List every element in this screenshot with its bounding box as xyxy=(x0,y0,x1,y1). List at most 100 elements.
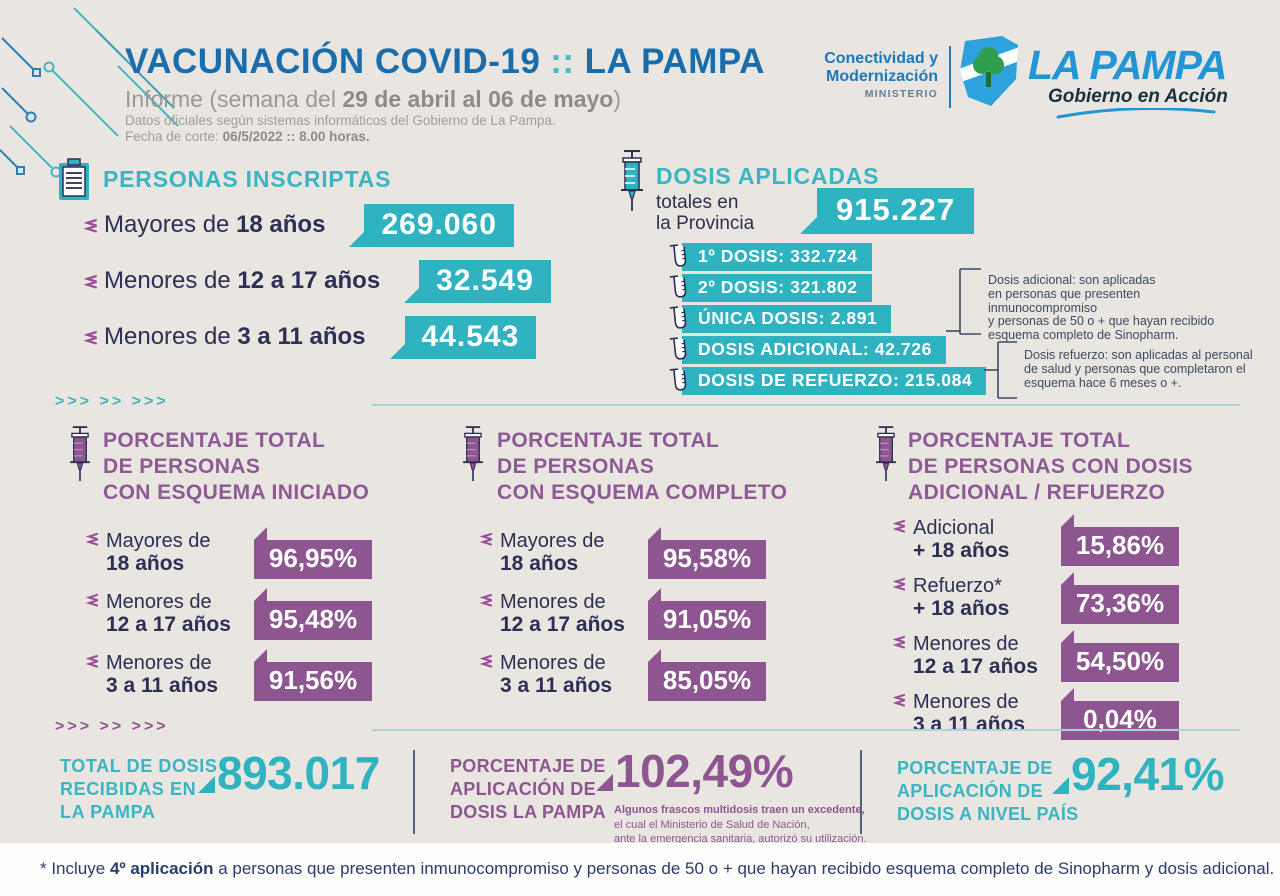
ministry-block: Conectividad y Modernización MINISTERIO xyxy=(800,50,938,101)
note-rest: el cual el Ministerio de Salud de Nación… xyxy=(614,818,867,846)
footer-note: * Incluye 4º aplicación a personas que p… xyxy=(40,859,1274,879)
vial-icon xyxy=(669,368,687,391)
clipboard-icon xyxy=(59,158,89,200)
subtitle-suffix: ) xyxy=(613,86,622,112)
dose-text: 1º DOSIS: 332.724 xyxy=(698,246,858,266)
label-text: Mayores de xyxy=(104,211,237,238)
percent-row: Menores de 12 a 17 años 54,50% xyxy=(893,630,1179,682)
aplicacion-pais-heading: PORCENTAJE DE APLICACIÓN DE DOSIS A NIVE… xyxy=(897,758,1079,825)
note-bold-line: Algunos frascos multidosis traen un exce… xyxy=(614,804,865,816)
dose-text: DOSIS ADICIONAL: 42.726 xyxy=(698,339,932,359)
double-chevron-icon xyxy=(84,330,97,345)
vial-icon xyxy=(669,337,687,360)
badge-triangle xyxy=(648,527,661,540)
note-dosis-adicional: Dosis adicional: son aplicadas en person… xyxy=(988,273,1215,342)
label-age: 3 a 11 años xyxy=(237,323,366,350)
percent-badge: 85,05% xyxy=(648,662,766,701)
dose-text: DOSIS DE REFUERZO: 215.084 xyxy=(698,370,973,390)
badge-triangle xyxy=(1061,514,1074,527)
section-divider-chevrons: >>> >> >>> xyxy=(55,718,169,735)
vial-icon xyxy=(669,275,687,298)
logo-swoosh-icon xyxy=(1056,108,1216,119)
value-badge-group: 44.543 xyxy=(389,315,537,359)
value-badge-group: 91,56% xyxy=(254,649,372,701)
page-title: VACUNACIÓN COVID-19:: LA PAMPA xyxy=(125,42,765,82)
double-chevron-icon xyxy=(84,274,97,289)
dose-badge: ÚNICA DOSIS: 2.891 xyxy=(669,305,892,333)
recibidas-value-group: 893.017 xyxy=(198,750,380,796)
label-line2: 3 a 11 años xyxy=(106,674,219,698)
value-badge-group: 85,05% xyxy=(648,649,766,701)
percent-row: Menores de 12 a 17 años 91,05% xyxy=(480,588,766,640)
percent-badge: 91,56% xyxy=(254,662,372,701)
value-badge-group: 73,36% xyxy=(1061,572,1179,624)
inscriptas-row-label: Mayores de 18 años xyxy=(104,211,325,239)
percent-badge: 15,86% xyxy=(1061,527,1179,566)
badge-triangle xyxy=(1061,688,1074,701)
double-chevron-icon xyxy=(84,218,97,233)
value: 91,56% xyxy=(268,665,358,695)
value: 92,41% xyxy=(1071,748,1225,800)
double-chevron-icon xyxy=(893,693,906,707)
value: 15,86% xyxy=(1075,530,1165,560)
value-badge-group: 32.549 xyxy=(404,259,551,303)
badge-triangle xyxy=(1061,630,1074,643)
percent-row-label: Menores de 12 a 17 años xyxy=(500,591,648,638)
stats-divider xyxy=(860,750,862,834)
aplicacion-pais-value: 92,41% xyxy=(1071,751,1225,797)
value: 95,58% xyxy=(662,543,752,573)
percent-badge: 96,95% xyxy=(254,540,372,579)
percent-row-label: Menores de 12 a 17 años xyxy=(913,633,1061,680)
percent-row-label: Menores de 3 a 11 años xyxy=(106,652,254,699)
col-iniciado-rows: Mayores de 18 años 96,95% Menores de 12 a … xyxy=(86,527,372,710)
value: 54,50% xyxy=(1075,646,1165,676)
double-chevron-icon xyxy=(86,654,99,668)
percent-badge: 0,04% xyxy=(1061,701,1179,740)
footer-bold: 4º aplicación xyxy=(109,859,214,878)
dose-badge: DOSIS DE REFUERZO: 215.084 xyxy=(669,367,987,395)
value-triangle xyxy=(198,775,215,793)
percent-badge: 54,50% xyxy=(1061,643,1179,682)
aplicacion-pais-value-group: 92,41% xyxy=(1052,751,1225,797)
value: 91,05% xyxy=(662,604,752,634)
badge-triangle xyxy=(648,588,661,601)
label-line1: Menores de xyxy=(913,632,1019,655)
label-age: 12 a 17 años xyxy=(237,267,381,294)
label-line2: 12 a 17 años xyxy=(106,613,231,637)
aplicadas-heading: DOSIS APLICADAS xyxy=(656,163,880,189)
label-line1: Refuerzo* xyxy=(913,574,1002,597)
percent-badge: 95,48% xyxy=(254,601,372,640)
percent-row-label: Refuerzo* + 18 años xyxy=(913,575,1061,622)
value: 96,95% xyxy=(268,543,358,573)
report-meta: Datos oficiales según sistemas informáti… xyxy=(125,113,556,146)
percent-row: Refuerzo* + 18 años 73,36% xyxy=(893,572,1179,624)
value-badge-group: 96,95% xyxy=(254,527,372,579)
percent-row-label: Mayores de 18 años xyxy=(106,530,254,577)
note-dosis-refuerzo: Dosis refuerzo: son aplicadas al persona… xyxy=(1024,348,1253,390)
col-adicional-rows: Adicional + 18 años 15,86% Refuerzo* + 18 … xyxy=(893,514,1179,746)
value: 269.060 xyxy=(381,207,497,241)
double-chevron-icon xyxy=(480,532,493,546)
col-iniciado-heading: PORCENTAJE TOTAL DE PERSONAS CON ESQUEMA… xyxy=(103,429,370,505)
aplicacion-lapampa-value-group: 102,49% xyxy=(596,748,794,794)
logo-title: LA PAMPA xyxy=(1028,42,1228,88)
col-completo-heading: PORCENTAJE TOTAL DE PERSONAS CON ESQUEMA… xyxy=(497,429,788,505)
dose-text: ÚNICA DOSIS: 2.891 xyxy=(698,308,878,328)
label-line2: + 18 años xyxy=(913,597,1010,621)
badge-triangle xyxy=(254,588,267,601)
value-badge-group: 15,86% xyxy=(1061,514,1179,566)
value: 102,49% xyxy=(615,745,794,797)
value-badge-group: 269.060 xyxy=(349,203,514,247)
vial-icon xyxy=(669,244,687,267)
value-badge-group: 0,04% xyxy=(1061,688,1179,740)
syringe-icon xyxy=(876,426,896,482)
value: 893.017 xyxy=(217,747,380,799)
value: 44.543 xyxy=(421,319,520,353)
percent-row-label: Adicional + 18 años xyxy=(913,517,1061,564)
meta-line1: Datos oficiales según sistemas informáti… xyxy=(125,113,556,128)
footer-strip: * Incluye 4º aplicación a personas que p… xyxy=(0,843,1280,896)
ministry-line2: Modernización xyxy=(825,67,938,85)
col-completo-rows: Mayores de 18 años 95,58% Menores de 12 a … xyxy=(480,527,766,710)
inscriptas-row: Menores de 12 a 17 años 32.549 xyxy=(84,259,684,303)
